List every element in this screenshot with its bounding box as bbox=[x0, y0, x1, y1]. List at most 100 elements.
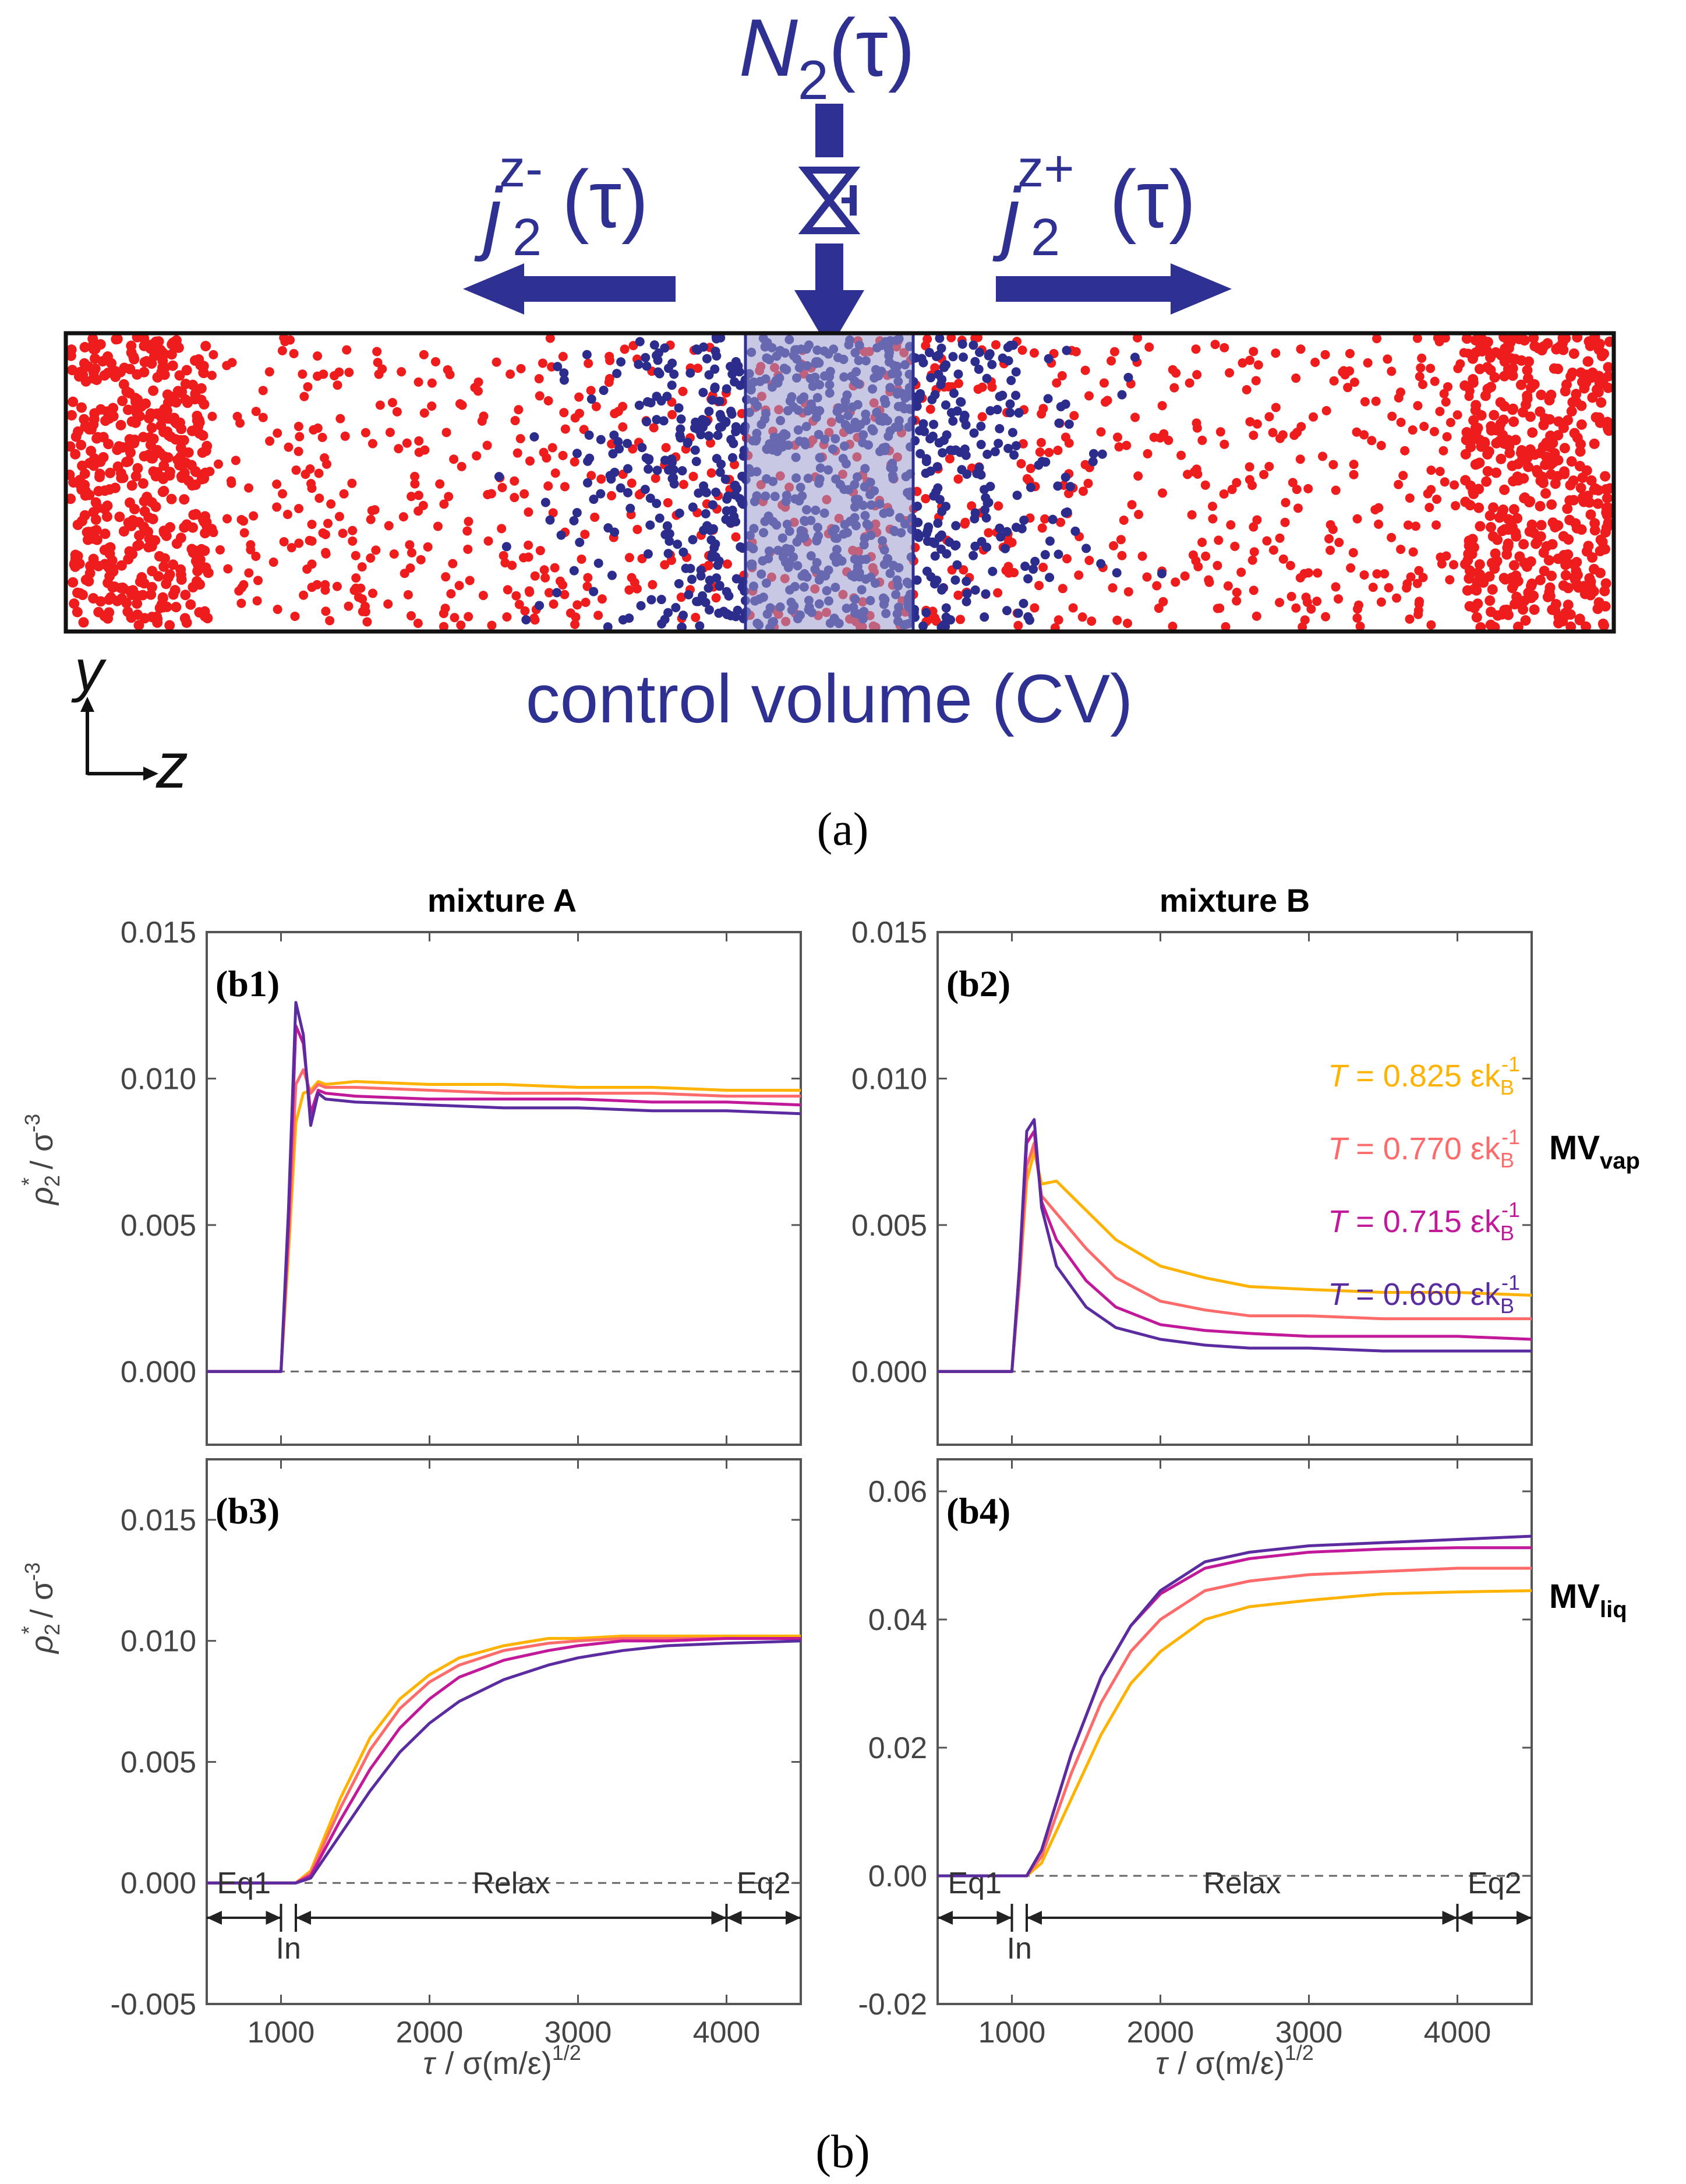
vapor-particle bbox=[305, 464, 315, 474]
injected-particle bbox=[987, 359, 997, 369]
vapor-particle bbox=[1264, 412, 1274, 422]
injected-particle bbox=[726, 435, 736, 444]
vapor-particle bbox=[591, 401, 601, 411]
vapor-particle bbox=[1275, 533, 1285, 543]
liquid-particle bbox=[153, 571, 164, 582]
liquid-particle bbox=[155, 344, 166, 355]
liquid-particle bbox=[68, 396, 79, 407]
vapor-particle bbox=[1349, 460, 1359, 470]
liquid-particle bbox=[1522, 365, 1533, 376]
injected-particle bbox=[936, 380, 946, 390]
injected-particle bbox=[918, 419, 928, 429]
vapor-particle bbox=[351, 551, 360, 560]
liquid-particle bbox=[1602, 417, 1613, 428]
injected-particle bbox=[722, 609, 732, 619]
vapor-particle bbox=[1238, 358, 1247, 368]
injected-particle bbox=[607, 570, 617, 580]
liquid-particle bbox=[179, 522, 190, 533]
liquid-particle bbox=[150, 336, 161, 347]
liquid-particle bbox=[75, 474, 86, 485]
injected-particle bbox=[956, 397, 966, 407]
vapor-particle bbox=[1334, 594, 1344, 604]
injected-particle bbox=[676, 414, 686, 424]
vapor-particle bbox=[326, 499, 336, 509]
vapor-particle bbox=[651, 473, 660, 483]
injected-particle bbox=[946, 408, 956, 418]
vapor-particle bbox=[1197, 538, 1207, 548]
injected-particle bbox=[960, 411, 970, 421]
liquid-particle bbox=[108, 566, 119, 577]
vapor-particle bbox=[649, 423, 659, 433]
liquid-particle bbox=[100, 415, 111, 426]
vapor-particle bbox=[1245, 462, 1254, 472]
vapor-particle bbox=[502, 612, 512, 622]
vapor-particle bbox=[667, 410, 677, 419]
valve-icon bbox=[794, 104, 864, 350]
liquid-particle bbox=[1468, 488, 1479, 499]
injected-particle bbox=[727, 369, 737, 379]
vapor-particle bbox=[1429, 426, 1439, 436]
liquid-particle bbox=[148, 433, 159, 444]
injected-particle bbox=[575, 537, 585, 547]
panel-a: N2(τ) jz- 2 (τ) jz+ 2 (τ) bbox=[63, 2, 1616, 855]
injected-particle bbox=[521, 615, 531, 624]
vapor-particle bbox=[321, 549, 331, 559]
simulation-box bbox=[63, 331, 1616, 634]
injected-particle bbox=[990, 447, 1000, 457]
injected-particle bbox=[707, 395, 717, 405]
vapor-particle bbox=[1026, 464, 1035, 474]
chart-b2: 0.000 0.005 0.010 0.015 (b2) T = 0.825 εkB-1 T… bbox=[851, 916, 1533, 1446]
vapor-particle bbox=[1119, 515, 1129, 525]
liquid-particle bbox=[1603, 371, 1614, 382]
vapor-particle bbox=[465, 576, 475, 585]
liquid-particle bbox=[1525, 382, 1536, 393]
vapor-particle bbox=[339, 489, 349, 499]
injected-particle bbox=[1048, 514, 1058, 524]
vapor-particle bbox=[660, 560, 670, 570]
liquid-particle bbox=[1510, 435, 1521, 446]
y-tick-label: 0.010 bbox=[851, 1062, 927, 1096]
vapor-particle bbox=[410, 479, 420, 489]
vapor-particle bbox=[1464, 391, 1474, 401]
injected-particle bbox=[640, 485, 650, 495]
injected-particle bbox=[1062, 507, 1072, 517]
vapor-particle bbox=[1242, 385, 1252, 395]
vapor-particle bbox=[445, 369, 455, 379]
injected-particle bbox=[669, 479, 679, 489]
injected-particle bbox=[1005, 399, 1015, 409]
vapor-particle bbox=[1038, 404, 1048, 414]
vapor-particle bbox=[506, 369, 515, 379]
liquid-particle bbox=[92, 432, 103, 443]
liquid-particle bbox=[1511, 591, 1522, 602]
series-line bbox=[938, 1566, 1532, 1878]
vapor-particle bbox=[319, 369, 328, 379]
liquid-particle bbox=[1576, 400, 1587, 411]
vapor-particle bbox=[273, 428, 282, 438]
liquid-particle bbox=[1467, 534, 1478, 545]
vapor-particle bbox=[1074, 570, 1084, 580]
liquid-particle bbox=[1546, 389, 1557, 400]
vapor-particle bbox=[478, 591, 488, 601]
vapor-particle bbox=[407, 548, 416, 558]
vapor-particle bbox=[258, 386, 268, 396]
injected-particle bbox=[671, 602, 681, 612]
ylabel-bottom-unit: / σ bbox=[24, 1581, 59, 1618]
vapor-particle bbox=[1405, 493, 1415, 503]
liquid-particle bbox=[75, 588, 86, 599]
vapor-particle bbox=[1396, 545, 1406, 555]
vapor-particle bbox=[235, 418, 245, 428]
vapor-particle bbox=[222, 514, 232, 524]
vapor-particle bbox=[931, 616, 941, 626]
right-flux-sub: 2 bbox=[1031, 209, 1060, 267]
phase-arrowhead bbox=[207, 1911, 222, 1925]
vapor-particle bbox=[333, 380, 342, 390]
injected-particle bbox=[913, 501, 922, 511]
xlabel-right-main: τ bbox=[1155, 2046, 1169, 2081]
vapor-particle bbox=[441, 572, 451, 582]
injected-particle bbox=[623, 488, 633, 498]
vapor-particle bbox=[383, 599, 393, 609]
vapor-particle bbox=[1226, 520, 1236, 530]
liquid-particle bbox=[1480, 390, 1491, 401]
liquid-particle bbox=[1566, 456, 1577, 467]
vapor-particle bbox=[366, 553, 376, 563]
